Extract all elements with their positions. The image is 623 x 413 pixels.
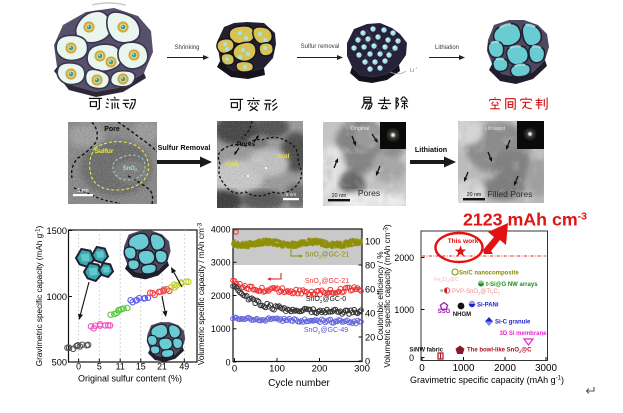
svg-text:5: 5	[97, 362, 102, 372]
svg-text:15: 15	[136, 362, 146, 372]
svg-text:Void: Void	[277, 153, 290, 160]
svg-text:0: 0	[76, 362, 81, 372]
svg-text:500: 500	[52, 357, 67, 367]
svg-text:t-Si@G NW arrays: t-Si@G NW arrays	[486, 282, 538, 288]
svg-text:1500: 1500	[47, 226, 67, 236]
svg-text:2000: 2000	[494, 363, 516, 374]
svg-text:5 nm: 5 nm	[77, 188, 88, 194]
svg-text:Li: Li	[410, 68, 414, 74]
svg-text:0: 0	[409, 353, 414, 363]
svg-text:80: 80	[365, 260, 375, 270]
svg-text:This work: This work	[448, 238, 479, 245]
svg-text:Original: Original	[351, 126, 370, 132]
svg-text:1000: 1000	[47, 292, 67, 302]
svg-text:0: 0	[365, 356, 370, 366]
svg-text:0: 0	[232, 364, 237, 375]
svg-text:Pore: Pore	[104, 126, 120, 133]
svg-text:2000: 2000	[211, 291, 231, 301]
svg-text:2000: 2000	[394, 253, 414, 263]
svg-text:Void: Void	[225, 161, 238, 168]
svg-text:21: 21	[157, 362, 167, 372]
svg-text:0: 0	[419, 363, 425, 374]
svg-text:100: 100	[365, 236, 380, 246]
svg-text:20 nm: 20 nm	[332, 193, 346, 199]
svg-text:Lithiated: Lithiated	[485, 126, 506, 132]
svg-text:Coulombic efficiency / %: Coulombic efficiency / %	[376, 251, 385, 340]
svg-text:4000: 4000	[211, 224, 231, 234]
svg-text:SiNW fabric: SiNW fabric	[409, 348, 443, 354]
svg-text:SnO2@GC-21: SnO2@GC-21	[305, 278, 349, 286]
svg-text:The bowl-like SnO2@C: The bowl-like SnO2@C	[467, 348, 532, 355]
svg-text:0: 0	[226, 357, 231, 367]
svg-text:100: 100	[269, 364, 285, 375]
svg-text:SnO2@GC-21: SnO2@GC-21	[305, 252, 349, 260]
svg-text:3000: 3000	[535, 363, 557, 374]
svg-text:40: 40	[365, 308, 375, 318]
svg-text:5 nm: 5 nm	[286, 192, 296, 197]
svg-text:Si-C granule: Si-C granule	[495, 320, 531, 326]
svg-text:+: +	[415, 66, 418, 71]
svg-text:Lithiation: Lithiation	[415, 145, 447, 154]
svg-text:SnO2@GC-0: SnO2@GC-0	[306, 296, 346, 304]
svg-text:Volumetric specific capacity (: Volumetric specific capacity (mAh cm-3)	[383, 224, 392, 367]
svg-text:300: 300	[354, 364, 370, 375]
svg-text:SnO2: SnO2	[251, 158, 264, 164]
svg-text:Pores: Pores	[237, 141, 256, 148]
svg-text:NHGM: NHGM	[453, 312, 471, 318]
svg-text:Fe3O4@C: Fe3O4@C	[434, 277, 459, 284]
svg-text:3D Si membrane: 3D Si membrane	[499, 331, 547, 337]
svg-text:SSG: SSG	[438, 309, 451, 315]
svg-text:Sulfur: Sulfur	[95, 148, 114, 155]
svg-text:200: 200	[312, 364, 328, 375]
svg-text:Gravimetric specific capacity: Gravimetric specific capacity (mAh g-1)	[410, 375, 564, 385]
svg-text:Sulfur removal: Sulfur removal	[301, 44, 340, 50]
svg-text:20: 20	[365, 332, 375, 342]
svg-text:SnO2@GC-49: SnO2@GC-49	[304, 327, 348, 335]
svg-text:11: 11	[116, 362, 125, 372]
svg-text:Sulfur Removal: Sulfur Removal	[158, 143, 211, 152]
svg-text:PVP-SnO2@Ti3C2: PVP-SnO2@Ti3C2	[452, 289, 501, 296]
svg-text:Lithiation: Lithiation	[435, 45, 459, 51]
svg-text:Volumetric specific capacity /: Volumetric specific capacity / mAh cm-3	[197, 222, 206, 365]
svg-text:3000: 3000	[211, 258, 231, 268]
svg-text:SnO2: SnO2	[123, 166, 138, 172]
svg-text:Filled Pores: Filled Pores	[488, 189, 533, 199]
svg-text:Original sulfur content (%): Original sulfur content (%)	[78, 374, 182, 384]
svg-text:■: ■	[440, 288, 443, 294]
svg-text:2123 mAh cm-3: 2123 mAh cm-3	[463, 210, 587, 230]
svg-text:49: 49	[179, 362, 189, 372]
svg-text:Shrinking: Shrinking	[174, 45, 199, 51]
svg-text:Si-PANi: Si-PANi	[477, 303, 499, 309]
svg-text:Gravimetric specific capacity: Gravimetric specific capacity (mAh g-1)	[35, 225, 44, 366]
svg-text:Pores: Pores	[358, 188, 380, 198]
svg-text:1000: 1000	[453, 363, 475, 374]
svg-text:Cycle number: Cycle number	[268, 378, 330, 389]
svg-text:20 nm: 20 nm	[467, 192, 481, 198]
svg-text:1000: 1000	[211, 324, 231, 334]
svg-text:1000: 1000	[394, 305, 414, 315]
svg-text:Sn/C nanocomposite: Sn/C nanocomposite	[459, 271, 519, 277]
svg-text:60: 60	[365, 284, 375, 294]
